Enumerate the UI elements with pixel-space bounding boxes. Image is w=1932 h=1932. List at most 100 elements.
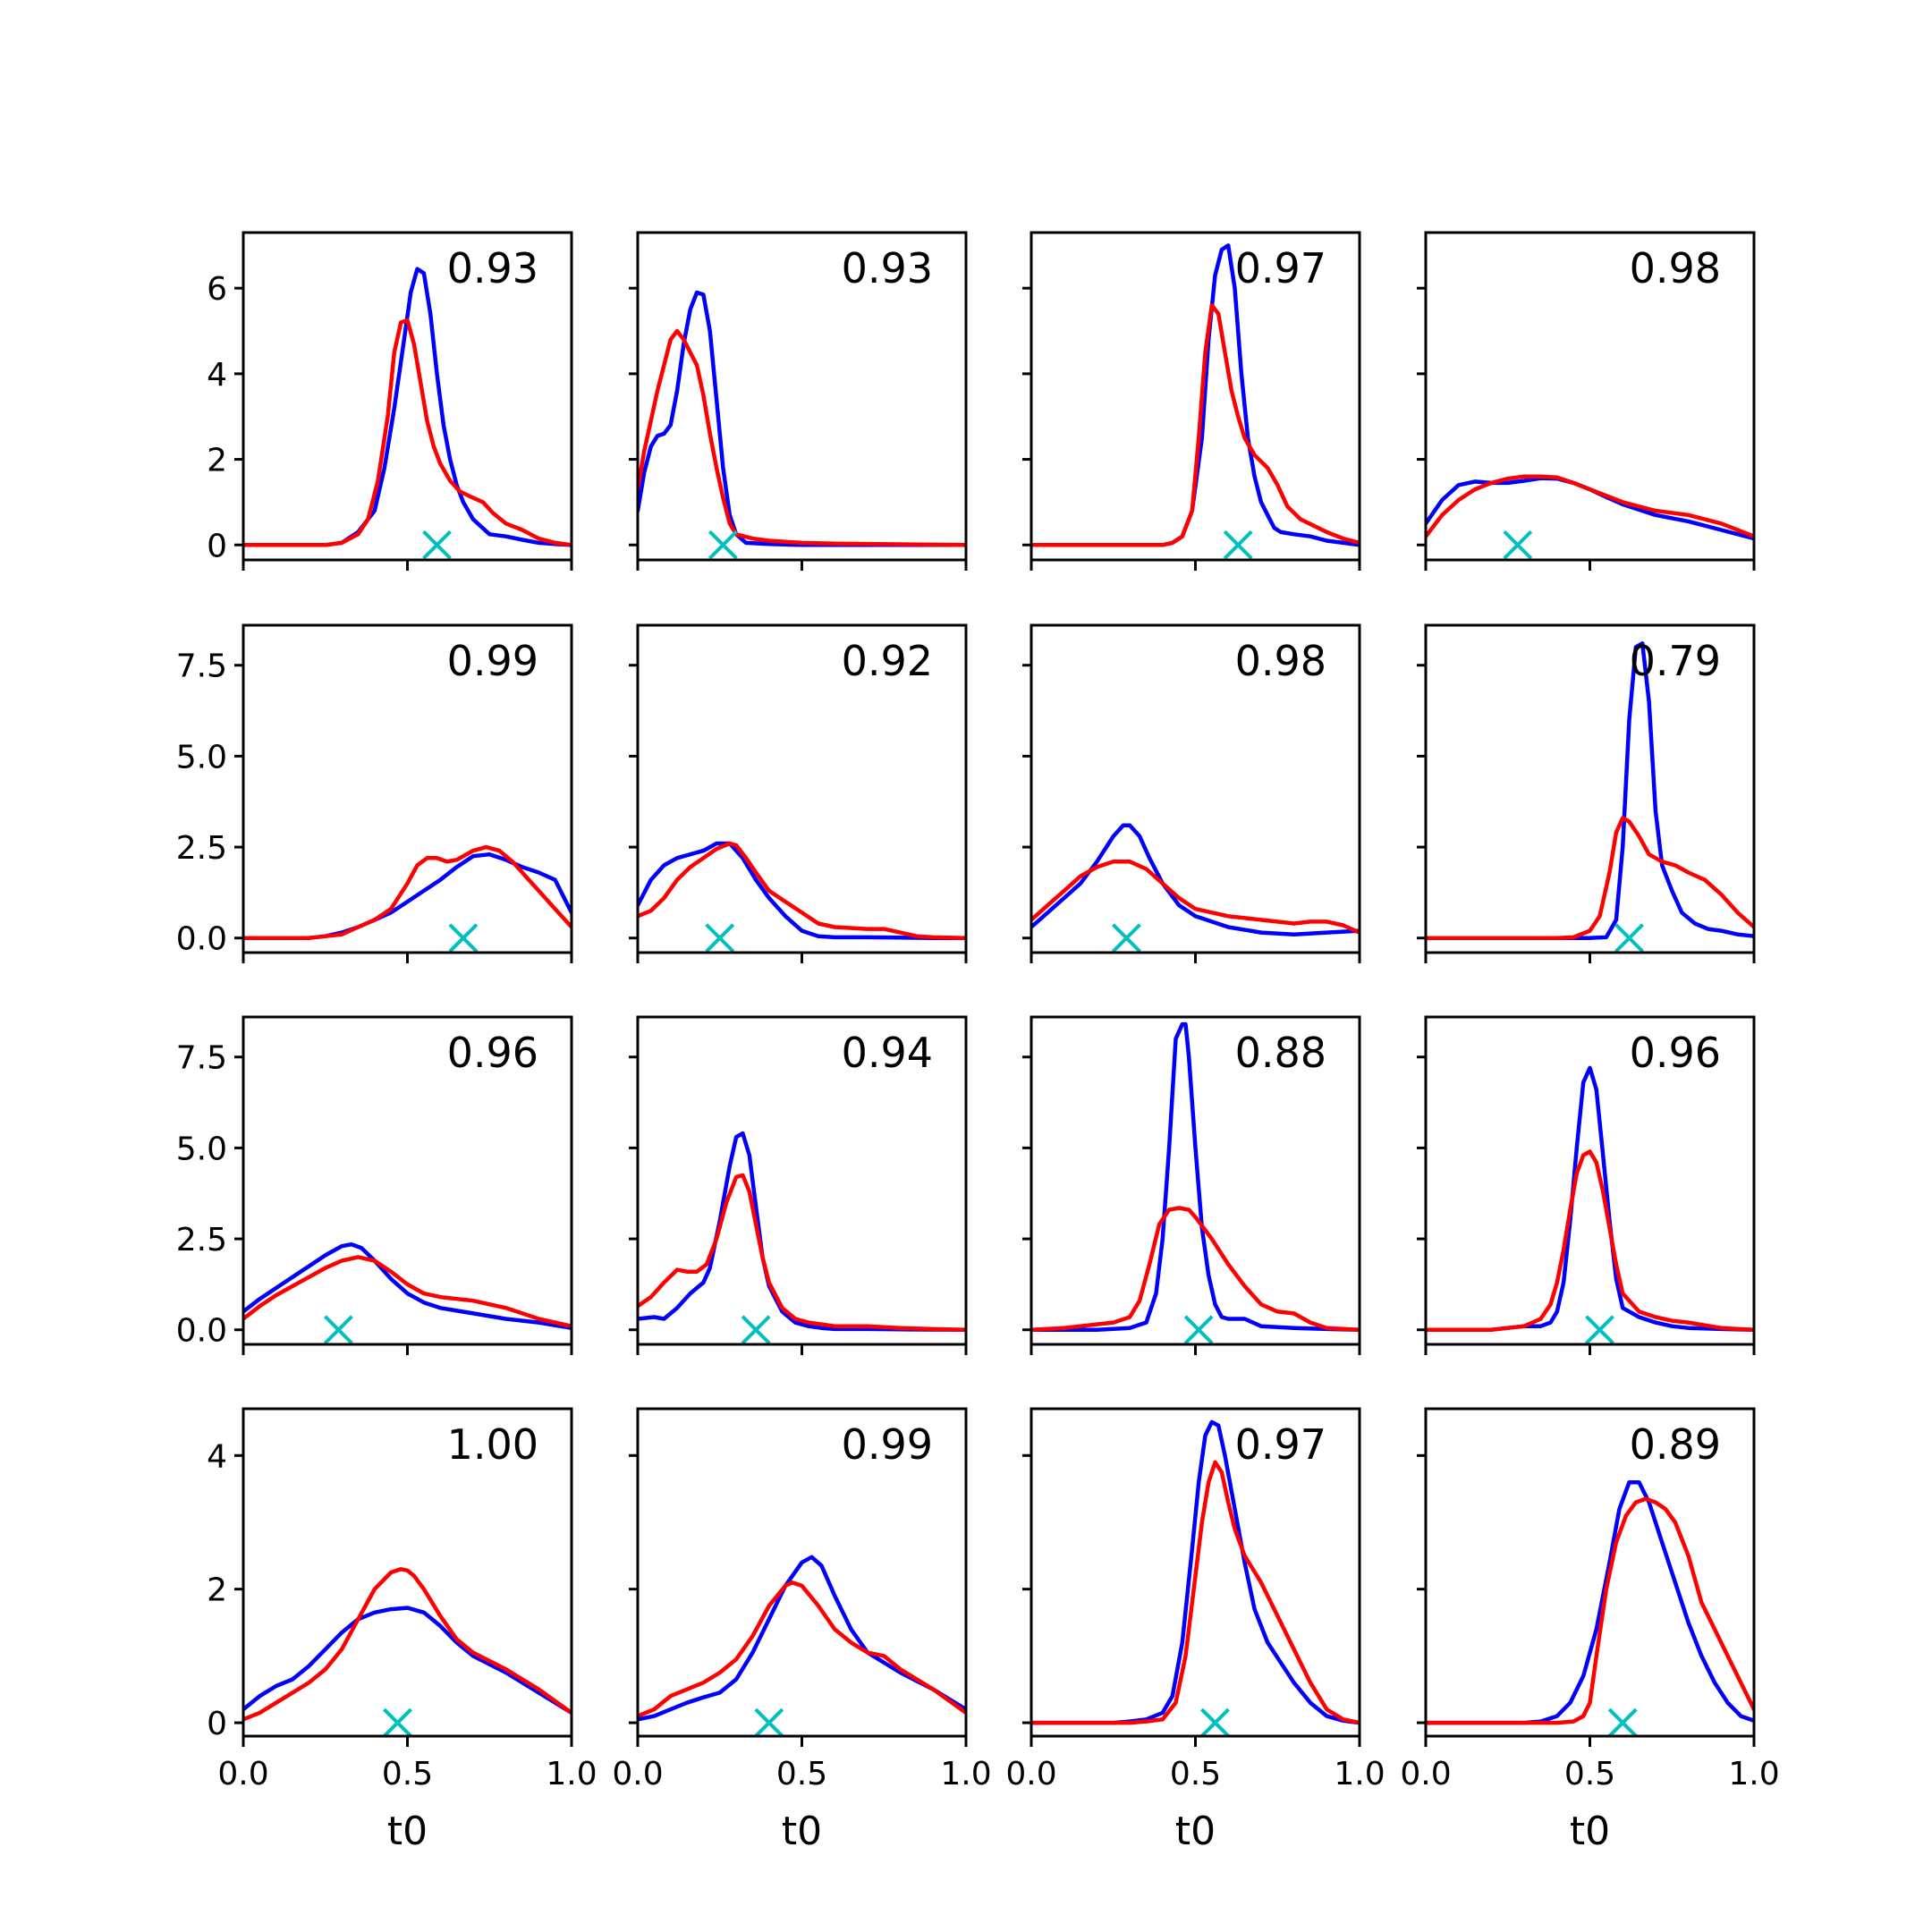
blue-density-line [1031,1419,1360,1725]
panel-score-label: 0.97 [1235,1420,1326,1469]
blue-density-line [1031,1021,1360,1332]
x-marker [1112,923,1141,953]
x-marker [422,530,452,560]
plot-area [638,290,966,547]
red-density-line [1031,1206,1360,1332]
blue-density-line [243,1606,572,1716]
panel-score-label: 0.99 [842,1420,933,1469]
x-tick-label: 0.0 [217,1756,268,1792]
x-tick-label: 0.5 [382,1756,433,1792]
blue-density-line [1031,823,1360,936]
blue-density-line [243,267,572,547]
subplot-r2-c3: 0.96 [1417,1015,1756,1355]
panel-grid: 0 2 4 6 0.93 0.93 0.97 0.98 0.0 2.5 5.0 7.5 0.99 0.92… [176,231,1780,1854]
subplot-r0-c0: 0 2 4 6 0.93 [207,231,573,571]
subplot-r3-c1: 0.0 0.5 1.0 0.99 t0 [612,1407,992,1854]
x-marker [1183,1315,1214,1345]
x-marker [324,1315,353,1345]
subplot-r3-c3: 0.0 0.5 1.0 0.89 t0 [1400,1407,1780,1854]
y-tick-label: 0 [207,528,227,564]
panel-score-label: 0.96 [1630,1029,1721,1077]
panel-score-label: 1.00 [447,1420,538,1469]
y-tick-label: 6 [207,271,227,308]
panel-score-label: 0.93 [447,244,538,292]
red-density-line [1426,816,1754,940]
blue-density-line [638,841,966,940]
plot-area [1031,243,1360,547]
subplot-r0-c2: 0.97 [1022,231,1361,571]
panel-score-label: 0.98 [1630,244,1721,292]
x-marker [705,923,735,953]
panel-score-label: 0.92 [842,637,933,685]
x-tick-label: 0.0 [612,1756,663,1792]
subplot-r1-c3: 0.79 [1417,623,1756,963]
x-axis-label: t0 [1175,1809,1216,1854]
subplot-r1-c0: 0.0 2.5 5.0 7.5 0.99 [176,623,573,963]
red-density-line [243,1567,572,1722]
red-density-line [638,1580,966,1718]
plot-area [1426,641,1754,940]
y-tick-label: 0.0 [176,921,227,958]
panel-score-label: 0.89 [1630,1420,1721,1469]
subplot-r3-c2: 0.0 0.5 1.0 0.97 t0 [1005,1407,1385,1854]
panel-score-label: 0.88 [1235,1029,1326,1077]
x-tick-label: 1.0 [940,1756,991,1792]
x-tick-label: 1.0 [546,1756,597,1792]
red-density-line [1426,474,1754,538]
plot-area [243,1241,572,1330]
panel-score-label: 0.93 [842,244,933,292]
plot-area [1031,1419,1360,1725]
y-tick-label: 2 [207,1572,227,1609]
plot-area [638,1131,966,1332]
blue-density-line [638,1131,966,1332]
x-marker [1607,1707,1638,1738]
x-marker [1585,1315,1614,1345]
blue-density-line [1426,1479,1754,1725]
panel-score-label: 0.98 [1235,637,1326,685]
y-tick-label: 5.0 [176,1131,227,1167]
subplot-r2-c1: 0.94 [629,1015,968,1355]
x-axis-label: t0 [387,1809,428,1854]
red-density-line [638,1173,966,1332]
subplot-r1-c2: 0.98 [1022,623,1361,963]
red-density-line [243,844,572,940]
plot-area [638,1555,966,1722]
x-tick-label: 0.5 [1170,1756,1221,1792]
subplot-r0-c3: 0.98 [1417,231,1756,571]
panel-score-label: 0.94 [842,1029,933,1077]
x-marker [1200,1707,1230,1738]
y-tick-label: 0.0 [176,1313,227,1350]
plot-area [1426,474,1754,541]
subplot-r2-c2: 0.88 [1022,1015,1361,1355]
x-marker [708,530,738,560]
x-tick-label: 0.0 [1005,1756,1056,1792]
x-tick-label: 0.5 [1564,1756,1615,1792]
subplot-r1-c1: 0.92 [629,623,968,963]
blue-density-line [1426,641,1754,940]
x-tick-label: 1.0 [1334,1756,1385,1792]
red-density-line [638,841,966,940]
x-axis-label: t0 [782,1809,822,1854]
y-tick-label: 7.5 [176,648,227,685]
x-tick-label: 0.0 [1400,1756,1451,1792]
panel-score-label: 0.97 [1235,244,1326,292]
blue-density-line [638,290,966,547]
subplot-r2-c0: 0.0 2.5 5.0 7.5 0.96 [176,1015,573,1355]
plot-area [243,267,572,547]
red-density-line [243,1255,572,1328]
panel-score-label: 0.79 [1630,637,1721,685]
x-marker [1223,530,1253,560]
x-marker [1614,923,1644,953]
y-tick-label: 5.0 [176,739,227,775]
x-tick-label: 0.5 [776,1756,827,1792]
blue-density-line [243,1241,572,1330]
x-marker [741,1315,771,1345]
red-density-line [1031,1460,1360,1725]
y-tick-label: 4 [207,357,227,394]
plot-area [1031,1021,1360,1332]
red-density-line [243,318,572,547]
y-tick-label: 0 [207,1706,227,1742]
y-tick-label: 2 [207,443,227,479]
x-axis-label: t0 [1570,1809,1610,1854]
x-marker [383,1707,412,1738]
